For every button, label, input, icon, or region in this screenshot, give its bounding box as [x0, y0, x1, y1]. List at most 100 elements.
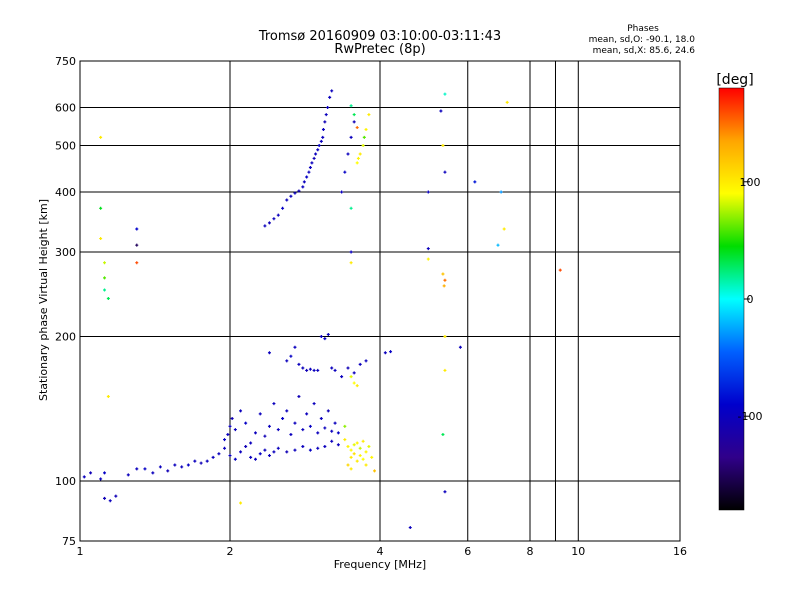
data-point-e-region-scatter [336, 431, 340, 435]
data-point-low-band-echoes [258, 452, 262, 456]
data-point-e-region-scatter [308, 424, 312, 428]
data-point-f-region-trace-low [305, 368, 309, 372]
x-tick-label: 2 [227, 545, 234, 558]
data-point-f-region-trace-low [352, 371, 356, 375]
data-point-f-region-trace-high [305, 175, 309, 179]
data-point-f-region-trace-high [324, 113, 328, 117]
data-point-edge-band-scatter [426, 247, 430, 251]
data-point-f-region-trace-high [321, 127, 325, 131]
data-point-f-region-trace-low [316, 368, 320, 372]
data-point-f-region-x-mode [358, 152, 362, 156]
data-point-f-region-x-mode [361, 144, 365, 148]
data-point-e-region-scatter [239, 409, 243, 413]
data-point-x-mode-cluster [355, 441, 359, 445]
data-point-x-mode-cluster [370, 455, 374, 459]
grid-lines [80, 61, 680, 541]
data-point-low-band-echoes [108, 499, 112, 503]
data-point-f-region-trace-low [326, 332, 330, 336]
data-point-low-band-echoes [267, 454, 271, 458]
colorbar-label: [deg] [716, 72, 753, 88]
data-point-f-region-x-mode [364, 127, 368, 131]
data-point-edge-band-scatter [442, 284, 446, 288]
data-point-x-mode-cluster [361, 439, 365, 443]
data-point-edge-band-scatter [441, 272, 445, 276]
data-point-low-band-echoes [89, 471, 93, 475]
data-point-low-band-echoes [211, 455, 215, 459]
data-point-f-region-trace-low [389, 350, 393, 354]
data-point-low-band-echoes [239, 450, 243, 454]
data-point-x-mode-cluster [343, 424, 347, 428]
data-point-edge-band-scatter [426, 190, 430, 194]
data-point-f-region-trace-high [293, 191, 297, 195]
data-point-edge-band-scatter [267, 351, 271, 355]
data-point-f-region-trace-high [312, 156, 316, 160]
data-point-low-band-echoes [158, 465, 162, 469]
chart-subtitle: RwPretec (8p) [334, 42, 425, 57]
data-point-edge-band-scatter [443, 368, 447, 372]
data-point-f-region-trace-low [301, 366, 305, 370]
phase-header-x: mean, sd,X: 85.6, 24.6 [593, 46, 696, 56]
data-point-f-region-trace-high [316, 148, 320, 152]
data-point-low-band-echoes [99, 477, 103, 481]
data-point-low-band-echoes [263, 448, 267, 452]
data-point-x-mode-cluster [358, 454, 362, 458]
data-point-x-mode-cluster [352, 443, 356, 447]
data-point-f-region-trace-high [263, 224, 267, 228]
data-point-f-region-x-mode [367, 113, 371, 117]
x-axis-ticks: 1 2 4 6 8 10 16 [77, 545, 688, 558]
data-point-x-mode-cluster [343, 438, 347, 442]
data-point-e-region-scatter [223, 438, 227, 442]
data-point-f-region-trace-low [319, 335, 323, 339]
data-point-edge-band-scatter [426, 257, 430, 261]
data-point-low-band-echoes [193, 459, 197, 463]
y-tick-label: 100 [55, 475, 76, 488]
data-point-f-region-trace-high [267, 221, 271, 225]
data-point-edge-band-scatter [103, 288, 107, 292]
data-point-low-band-echoes [82, 475, 86, 479]
phase-header-title: Phases [627, 24, 659, 34]
data-point-e-region-scatter [249, 441, 253, 445]
x-tick-label: 6 [464, 545, 471, 558]
data-point-f-region-trace-high [276, 213, 280, 217]
data-point-low-band-echoes [244, 445, 248, 449]
data-point-f-region-trace-high [319, 139, 323, 143]
data-point-e-region-scatter [276, 428, 280, 432]
data-point-f-region-trace-high [302, 180, 306, 184]
data-point-low-band-echoes [114, 494, 118, 498]
data-point-low-band-echoes [336, 443, 340, 447]
data-point-f-region-x-mode [362, 135, 366, 139]
data-point-x-mode-cluster [352, 452, 356, 456]
data-point-edge-band-scatter [441, 144, 445, 148]
y-tick-label: 75 [62, 535, 76, 548]
data-point-low-band-echoes [253, 457, 257, 461]
data-point-f-region-x-mode [349, 104, 353, 108]
colorbar-tick-label: 100 [740, 176, 761, 189]
data-point-e-region-scatter [312, 402, 316, 406]
data-point-e-region-scatter [316, 431, 320, 435]
data-point-edge-band-scatter [99, 206, 103, 210]
colorbar-tick-label: -100 [738, 410, 763, 423]
data-point-low-band-echoes [293, 448, 297, 452]
data-point-f-region-x-mode [355, 161, 359, 165]
data-point-f-region-x-mode [352, 113, 356, 117]
data-points [82, 89, 562, 530]
y-axis-ticks: 75 100 200 300 400 500 600 750 [55, 55, 76, 548]
data-point-edge-band-scatter [439, 109, 443, 113]
data-point-edge-band-scatter [106, 297, 110, 301]
x-axis-label: Frequency [MHz] [334, 558, 426, 571]
data-point-e-region-scatter [263, 434, 267, 438]
data-point-f-region-trace-high [349, 135, 353, 139]
data-point-low-band-echoes [205, 459, 209, 463]
data-point-f-region-x-mode [356, 156, 360, 160]
y-tick-label: 200 [55, 331, 76, 344]
data-point-f-region-trace-high [330, 89, 334, 93]
data-point-e-region-scatter [333, 421, 337, 425]
data-point-low-band-echoes [323, 445, 327, 449]
data-point-e-region-scatter [297, 395, 301, 399]
data-point-edge-band-scatter [349, 206, 353, 210]
data-point-f-region-trace-high [281, 206, 285, 210]
data-point-edge-band-scatter [443, 92, 447, 96]
data-point-edge-band-scatter [135, 243, 139, 247]
data-point-low-band-echoes [199, 461, 203, 465]
